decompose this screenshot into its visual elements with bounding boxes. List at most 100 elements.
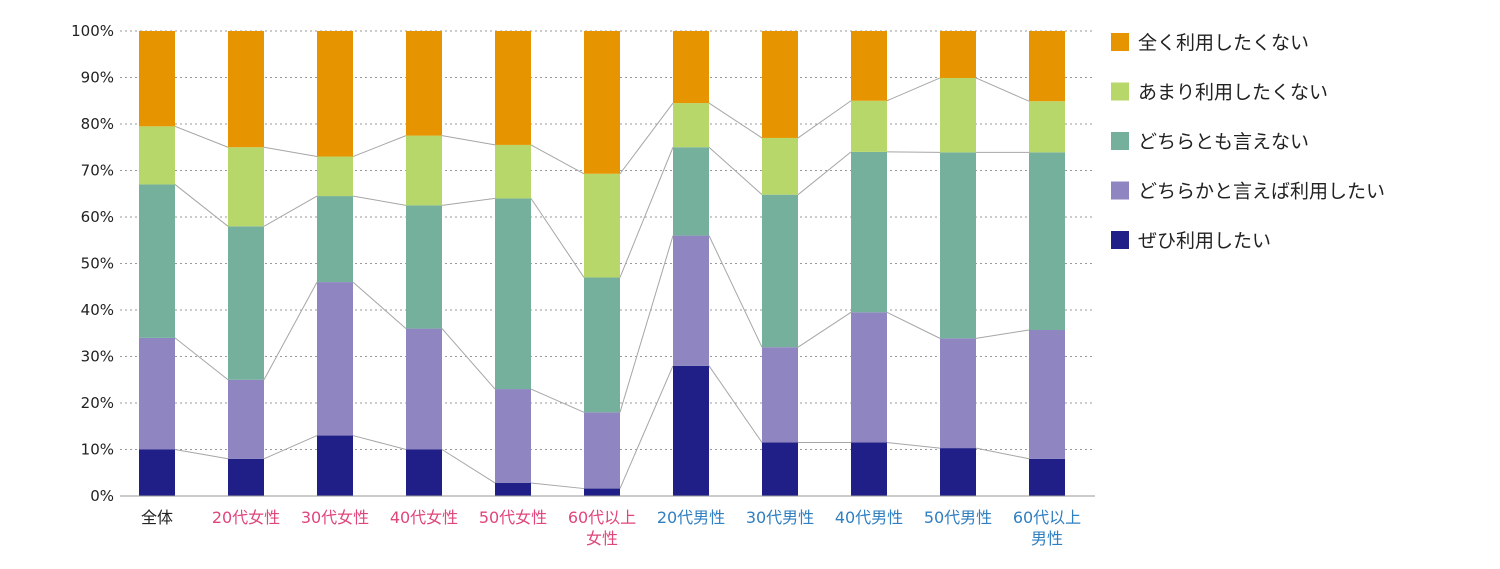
bar-segment bbox=[139, 184, 175, 338]
legend-swatch bbox=[1111, 82, 1129, 101]
series-connector-line bbox=[975, 329, 1030, 339]
series-connector-line bbox=[352, 135, 407, 158]
series-connector-line bbox=[174, 125, 229, 148]
bar-segment bbox=[317, 31, 353, 157]
bar-segment bbox=[139, 31, 175, 127]
bar-segment bbox=[940, 338, 976, 449]
bar-segment bbox=[940, 77, 976, 153]
x-axis-categories: 全体 20代女性 30代女性 40代女性 50代女性 60代以上女性 20代男性 30代男性 4… bbox=[141, 508, 1081, 548]
bar-segment bbox=[495, 31, 531, 145]
series-connector-line bbox=[352, 281, 407, 329]
bar-segment bbox=[139, 449, 175, 496]
series-connector-line bbox=[530, 198, 585, 278]
series-connector-line bbox=[174, 449, 229, 460]
y-tick-label: 70% bbox=[81, 162, 114, 180]
bar-segment bbox=[228, 147, 264, 227]
x-category-label: 20代女性 bbox=[212, 508, 280, 527]
y-tick-label: 90% bbox=[81, 69, 114, 87]
bar-segment bbox=[1029, 152, 1065, 330]
series-connector-line bbox=[352, 435, 407, 450]
y-tick-label: 0% bbox=[90, 487, 114, 505]
x-category-label: 60代以上男性 bbox=[1013, 508, 1081, 548]
legend-swatch bbox=[1111, 181, 1129, 200]
bar-segment bbox=[139, 337, 175, 450]
series-connector-line bbox=[886, 442, 941, 449]
series-connector-line bbox=[263, 281, 318, 380]
legend-label: 全く利用したくない bbox=[1138, 32, 1309, 54]
y-tick-label: 80% bbox=[81, 115, 114, 133]
x-category-label: 30代女性 bbox=[301, 508, 369, 527]
x-category-label: 60代以上女性 bbox=[568, 508, 636, 548]
series-connector-line bbox=[797, 151, 852, 196]
bar-segment bbox=[317, 435, 353, 496]
series-connector-line bbox=[619, 102, 674, 175]
series-connector-line bbox=[619, 235, 674, 413]
series-connector-line bbox=[174, 337, 229, 381]
x-category-label: 50代男性 bbox=[924, 508, 992, 527]
bar-segment bbox=[940, 31, 976, 78]
series-connector-line bbox=[886, 77, 941, 102]
series-connector-line bbox=[263, 195, 318, 227]
bar-segment bbox=[495, 198, 531, 390]
bar-segment bbox=[406, 135, 442, 206]
series-connector-line bbox=[797, 311, 852, 348]
y-tick-label: 30% bbox=[81, 348, 114, 366]
bars bbox=[139, 31, 1065, 496]
series-connector-line bbox=[441, 449, 496, 484]
series-connector-line bbox=[441, 135, 496, 146]
bar-segment bbox=[940, 448, 976, 496]
x-category-label: 40代男性 bbox=[835, 508, 903, 527]
x-category-label: 全体 bbox=[141, 508, 173, 527]
bar-segment bbox=[762, 347, 798, 443]
bar-segment bbox=[851, 151, 887, 313]
bar-segment bbox=[584, 412, 620, 489]
legend-swatch bbox=[1111, 132, 1129, 150]
x-category-label: 50代女性 bbox=[479, 508, 547, 527]
series-connector-line bbox=[797, 100, 852, 139]
bar-segment bbox=[139, 126, 175, 185]
bar-segment bbox=[584, 277, 620, 413]
y-tick-label: 40% bbox=[81, 301, 114, 319]
y-tick-label: 60% bbox=[81, 208, 114, 226]
bar-segment bbox=[851, 442, 887, 496]
bar-segment bbox=[228, 379, 264, 459]
bar-segment bbox=[673, 31, 709, 104]
x-category-label: 30代男性 bbox=[746, 508, 814, 527]
series-connector-line bbox=[708, 146, 763, 196]
bar-segment bbox=[406, 31, 442, 136]
bar-segment bbox=[940, 152, 976, 339]
series-connector-line bbox=[263, 146, 318, 158]
series-connector-line bbox=[530, 482, 585, 490]
y-axis-ticks: 0% 10% 20% 30% 40% 50% 60% 70% 80% 90% 100% bbox=[71, 22, 114, 505]
x-category-label: 20代男性 bbox=[657, 508, 725, 527]
series-connector-line bbox=[530, 144, 585, 175]
bar-segment bbox=[762, 442, 798, 496]
bar-segment bbox=[584, 488, 620, 496]
legend-label: あまり利用したくない bbox=[1138, 82, 1328, 104]
bar-segment bbox=[673, 147, 709, 236]
bar-segment bbox=[762, 31, 798, 138]
bar-segment bbox=[762, 194, 798, 348]
bar-segment bbox=[406, 449, 442, 496]
series-connector-line bbox=[975, 77, 1030, 102]
series-connector-line bbox=[352, 195, 407, 206]
bar-segment bbox=[851, 31, 887, 101]
legend: 全く利用したくないあまり利用したくないどちらとも言えないどちらかと言えば利用した… bbox=[1111, 32, 1385, 252]
bar-segment bbox=[851, 100, 887, 152]
series-connector-line bbox=[263, 435, 318, 460]
bar-segment bbox=[584, 173, 620, 278]
bar-segment bbox=[673, 103, 709, 148]
legend-swatch bbox=[1111, 231, 1129, 249]
series-connector-line bbox=[708, 235, 763, 348]
series-connector-line bbox=[886, 311, 941, 339]
series-connector-line bbox=[619, 365, 674, 489]
y-tick-label: 20% bbox=[81, 394, 114, 412]
y-tick-label: 10% bbox=[81, 441, 114, 459]
bar-segment bbox=[762, 137, 798, 195]
series-connector-line bbox=[619, 147, 674, 278]
bar-segment bbox=[406, 205, 442, 329]
legend-label: どちらとも言えない bbox=[1138, 131, 1309, 153]
x-category-label: 40代女性 bbox=[390, 508, 458, 527]
bar-segment bbox=[317, 196, 353, 283]
